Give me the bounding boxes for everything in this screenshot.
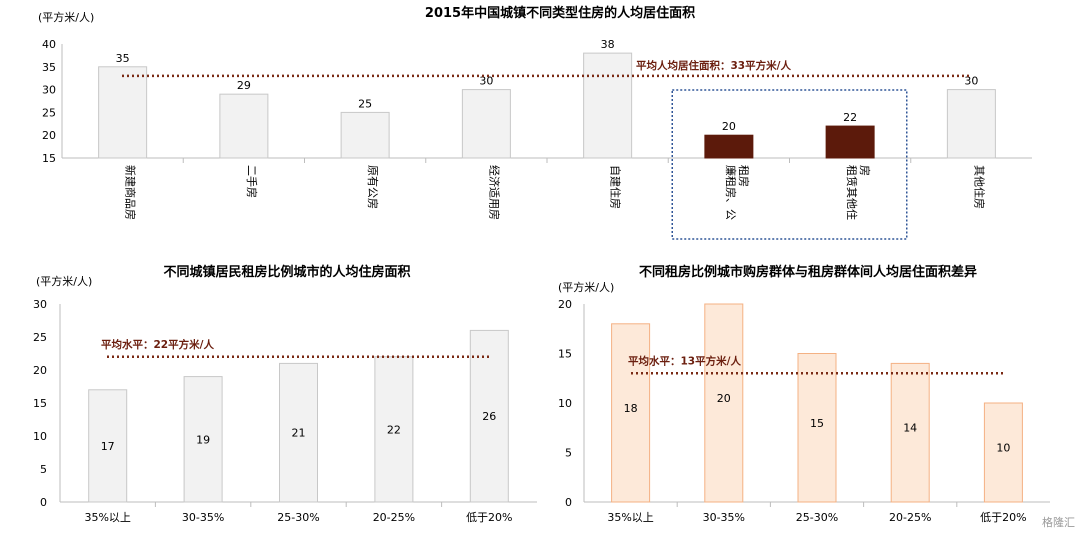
x-tick-label: 廉租房、公租房 bbox=[724, 165, 750, 220]
data-label: 20 bbox=[717, 392, 731, 405]
y-tick-label: 20 bbox=[42, 129, 56, 142]
data-label: 22 bbox=[387, 423, 401, 436]
y-tick-label: 0 bbox=[565, 496, 572, 509]
bar bbox=[890, 362, 930, 503]
x-tick-label: 自建住房 bbox=[609, 165, 623, 209]
bar bbox=[98, 66, 148, 159]
bar bbox=[825, 125, 875, 159]
y-tick-label: 5 bbox=[565, 447, 572, 460]
bar bbox=[183, 376, 223, 503]
y-tick-label: 15 bbox=[42, 152, 56, 165]
highlight-box bbox=[671, 89, 908, 240]
y-tick-label: 20 bbox=[558, 298, 572, 311]
bar bbox=[797, 353, 837, 503]
bar bbox=[279, 362, 318, 503]
y-tick-label: 15 bbox=[558, 348, 572, 361]
x-tick-label: 20-25% bbox=[889, 511, 931, 524]
y-tick-label: 10 bbox=[33, 430, 47, 443]
chart3-title: 不同租房比例城市购房群体与租房群体间人均居住面积差异 bbox=[639, 264, 977, 280]
x-tick-label: 25-30% bbox=[277, 511, 319, 524]
y-tick-label: 25 bbox=[42, 106, 56, 119]
chart3-plot: 0 5 10 15 20 18 20 15 14 10 35%以上 30-35% 25-30% 20-25… bbox=[558, 298, 1050, 524]
chart3-y-unit-label: (平方米/人) bbox=[558, 280, 614, 294]
data-label: 18 bbox=[624, 402, 638, 415]
data-label: 30 bbox=[964, 75, 978, 88]
bar bbox=[611, 323, 651, 503]
data-label: 14 bbox=[903, 422, 917, 435]
bar bbox=[88, 389, 128, 503]
data-label: 38 bbox=[601, 38, 615, 51]
data-label: 15 bbox=[810, 417, 824, 430]
y-tick-label: 20 bbox=[33, 364, 47, 377]
bar bbox=[704, 303, 744, 503]
x-tick-label: 35%以上 bbox=[607, 511, 653, 524]
data-label: 17 bbox=[101, 440, 115, 453]
data-label: 30 bbox=[479, 75, 493, 88]
data-label: 19 bbox=[196, 433, 210, 446]
chart2-title: 不同城镇居民租房比例城市的人均住房面积 bbox=[163, 264, 410, 280]
chart2-y-unit-label: (平方米/人) bbox=[36, 274, 92, 288]
x-tick-label: 租赁其他住房 bbox=[845, 165, 871, 220]
bar bbox=[340, 111, 390, 159]
bar bbox=[983, 402, 1023, 503]
data-label: 26 bbox=[482, 410, 496, 423]
y-tick-label: 30 bbox=[42, 84, 56, 97]
average-label: 平均人均居住面积：33平方米/人 bbox=[636, 59, 791, 72]
average-label: 平均水平：22平方米/人 bbox=[101, 338, 214, 351]
bar bbox=[469, 329, 509, 503]
data-label: 21 bbox=[292, 427, 306, 440]
data-label: 25 bbox=[358, 97, 372, 110]
y-tick-label: 40 bbox=[42, 38, 56, 51]
y-tick-label: 5 bbox=[40, 463, 47, 476]
bar bbox=[583, 52, 633, 159]
x-tick-label: 30-35% bbox=[182, 511, 224, 524]
y-tick-label: 15 bbox=[33, 397, 47, 410]
x-tick-label: 35%以上 bbox=[84, 511, 130, 524]
data-label: 35 bbox=[116, 52, 130, 65]
x-tick-label: 25-30% bbox=[796, 511, 838, 524]
y-tick-label: 10 bbox=[558, 397, 572, 410]
y-tick-label: 25 bbox=[33, 331, 47, 344]
x-tick-label: 20-25% bbox=[373, 511, 415, 524]
x-tick-label: 30-35% bbox=[703, 511, 745, 524]
chart1-y-unit-label: (平方米/人) bbox=[38, 10, 94, 24]
watermark: 格隆汇 bbox=[1042, 515, 1075, 529]
x-tick-label: 经济适用房 bbox=[487, 165, 501, 220]
y-tick-label: 0 bbox=[40, 496, 47, 509]
bar bbox=[374, 356, 414, 503]
x-tick-label: 原有公房 bbox=[366, 165, 380, 209]
chart1-plot: 15 20 25 30 35 40 35 29 25 30 38 20 22 30 新建商品房 二手房 原有公房… bbox=[42, 38, 1032, 240]
data-label: 10 bbox=[996, 442, 1010, 455]
x-tick-label: 新建商品房 bbox=[124, 165, 138, 220]
y-tick-label: 35 bbox=[42, 61, 56, 74]
average-label: 平均水平：13平方米/人 bbox=[628, 354, 741, 367]
data-label: 20 bbox=[722, 120, 736, 133]
x-tick-label: 其他住房 bbox=[972, 165, 986, 209]
x-tick-label: 低于20% bbox=[466, 511, 512, 524]
data-label: 22 bbox=[843, 111, 857, 124]
bar bbox=[461, 89, 511, 159]
y-tick-label: 30 bbox=[33, 298, 47, 311]
chart1-title: 2015年中国城镇不同类型住房的人均居住面积 bbox=[425, 5, 695, 21]
chart2-plot: 0 5 10 15 20 25 30 17 19 21 22 26 35%以上 30-35% 25-30% 2… bbox=[33, 298, 537, 524]
bar bbox=[946, 89, 996, 159]
bar bbox=[219, 93, 269, 159]
bar bbox=[704, 134, 754, 159]
data-label: 29 bbox=[237, 79, 251, 92]
x-tick-label: 低于20% bbox=[980, 511, 1026, 524]
x-tick-label: 二手房 bbox=[245, 165, 259, 198]
